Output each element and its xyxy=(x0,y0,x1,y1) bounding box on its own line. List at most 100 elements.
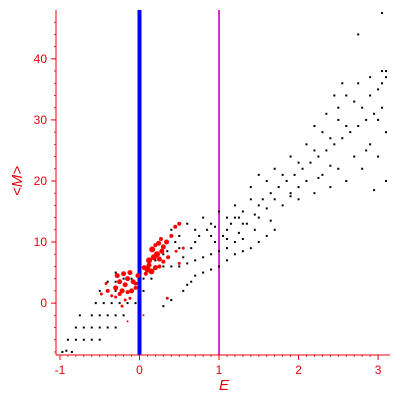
data-point xyxy=(361,106,364,109)
data-point xyxy=(114,314,117,317)
data-point-highlight xyxy=(152,265,158,271)
data-point-highlight xyxy=(153,243,158,248)
data-point xyxy=(106,326,109,329)
data-point xyxy=(357,82,360,85)
data-point xyxy=(233,241,236,244)
data-point xyxy=(385,179,388,182)
data-point xyxy=(293,173,296,176)
data-point xyxy=(341,137,344,140)
data-point xyxy=(90,326,93,329)
data-point xyxy=(225,228,228,231)
data-point xyxy=(98,338,101,341)
data-point xyxy=(329,164,332,167)
data-point xyxy=(210,234,213,237)
data-point-highlight xyxy=(166,255,171,260)
data-point-highlight xyxy=(156,256,162,262)
data-point xyxy=(210,222,213,225)
data-point xyxy=(281,204,284,207)
data-point xyxy=(225,259,228,262)
data-point xyxy=(170,265,173,268)
red-points xyxy=(99,221,185,323)
data-point xyxy=(170,228,173,231)
data-point xyxy=(194,228,197,231)
data-point xyxy=(297,198,300,201)
data-point xyxy=(142,289,145,292)
data-point xyxy=(273,198,276,201)
data-point xyxy=(225,216,228,219)
data-point-highlight xyxy=(164,239,170,245)
data-point xyxy=(198,234,201,237)
data-point-highlight xyxy=(158,236,163,241)
data-point xyxy=(333,94,336,97)
data-point xyxy=(241,237,244,240)
data-point xyxy=(225,247,228,250)
data-point xyxy=(98,289,101,292)
data-point xyxy=(369,143,372,146)
data-point xyxy=(82,326,85,329)
data-point-highlight xyxy=(160,244,166,250)
data-point xyxy=(233,253,236,256)
data-point-highlight xyxy=(156,240,162,246)
data-point-highlight xyxy=(110,294,114,298)
data-point xyxy=(122,314,125,317)
data-point xyxy=(214,225,217,228)
data-point xyxy=(241,222,244,225)
data-point xyxy=(337,118,340,121)
data-point xyxy=(269,219,272,222)
data-point xyxy=(122,277,125,280)
y-tick-label: 20 xyxy=(34,174,48,188)
data-point-highlight xyxy=(135,273,141,279)
data-point xyxy=(190,280,193,283)
data-point xyxy=(114,271,117,274)
data-point-highlight xyxy=(142,314,145,317)
data-point xyxy=(150,277,153,280)
data-point xyxy=(377,155,380,158)
data-point-highlight xyxy=(153,251,160,258)
data-point xyxy=(90,314,93,317)
data-point xyxy=(329,137,332,140)
data-point xyxy=(261,198,264,201)
data-point xyxy=(257,204,260,207)
data-point xyxy=(114,326,117,329)
data-point-highlight xyxy=(105,288,110,293)
data-point xyxy=(385,131,388,134)
data-point xyxy=(218,265,221,268)
data-point xyxy=(214,241,217,244)
data-point xyxy=(114,280,117,283)
data-point xyxy=(126,302,129,305)
data-point xyxy=(297,186,300,189)
x-tick-label: 3 xyxy=(375,363,382,377)
data-point xyxy=(333,143,336,146)
data-point xyxy=(241,210,244,213)
data-point xyxy=(206,228,209,231)
data-point xyxy=(178,247,181,250)
data-point xyxy=(245,222,248,225)
data-point xyxy=(202,271,205,274)
data-point-highlight xyxy=(128,296,132,300)
y-tick-label: 10 xyxy=(34,235,48,249)
data-point xyxy=(337,106,340,109)
data-point-highlight xyxy=(104,282,108,286)
data-point xyxy=(325,112,328,115)
data-point-highlight xyxy=(148,268,155,275)
data-point xyxy=(373,189,376,192)
data-point xyxy=(321,131,324,134)
data-point xyxy=(182,289,185,292)
y-tick-label: 30 xyxy=(34,113,48,127)
data-point-highlight xyxy=(133,285,138,290)
data-point xyxy=(186,222,189,225)
data-point xyxy=(218,250,221,253)
data-point xyxy=(285,179,288,182)
data-point xyxy=(190,247,193,250)
data-point-highlight xyxy=(119,288,125,294)
data-point xyxy=(377,118,380,121)
x-axis-title: E xyxy=(219,377,230,394)
data-point xyxy=(317,155,320,158)
data-point xyxy=(162,265,165,268)
data-point xyxy=(369,76,372,79)
data-point xyxy=(353,155,356,158)
data-point xyxy=(178,265,181,268)
data-point-highlight xyxy=(146,257,153,264)
data-point xyxy=(78,314,81,317)
